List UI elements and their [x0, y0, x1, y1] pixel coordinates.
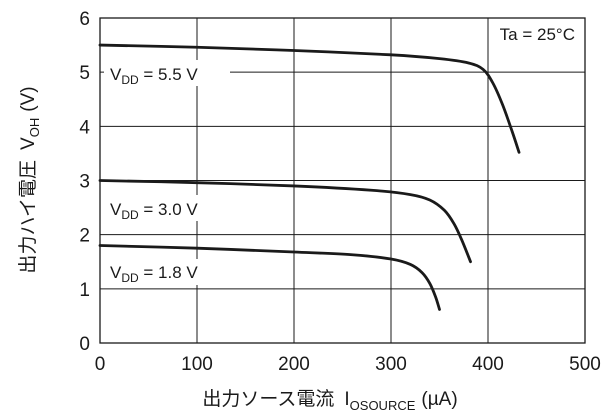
series-label-vdd-5-5-sym: V — [110, 65, 122, 84]
y-tick-label: 2 — [79, 226, 90, 247]
x-axis-title-unit: (µA) — [421, 389, 457, 410]
series-line-1 — [98, 179, 472, 264]
y-tick-label: 1 — [79, 280, 90, 301]
temperature-annotation: Ta = 25°C — [500, 25, 575, 44]
x-tick-label: 200 — [278, 354, 310, 375]
series-label-vdd-1-8: VDD = 1.8 V — [110, 263, 198, 285]
curves — [98, 43, 521, 311]
x-tick-label: 100 — [181, 354, 213, 375]
x-axis-title-sub: OSOURCE — [350, 398, 416, 413]
tick-labels: 0 100 200 300 400 500 0 1 2 3 4 5 6 — [79, 9, 600, 375]
series-label-bg-1-8 — [104, 259, 230, 285]
y-axis-title-sub: OH — [27, 118, 42, 138]
series-label-vdd-1-8-rest: = 1.8 V — [139, 263, 199, 282]
series-label-vdd-1-8-sym: V — [110, 263, 122, 282]
series-label-vdd-5-5-rest: = 5.5 V — [139, 65, 199, 84]
series-label-vdd-3-0: VDD = 3.0 V — [110, 200, 198, 222]
series-label-bg-3-0 — [104, 195, 230, 221]
series-labels: VDD = 5.5 V VDD = 3.0 V VDD = 1.8 V — [104, 60, 230, 285]
y-tick-label: 6 — [79, 9, 90, 30]
series-label-bg-5-5 — [104, 60, 230, 86]
x-axis-title-main: 出力ソース電流 — [202, 388, 334, 410]
series-label-vdd-3-0-rest: = 3.0 V — [139, 200, 199, 219]
y-axis-title-main: 出力ハイ電圧 — [17, 160, 39, 274]
series-label-vdd-3-0-sub: DD — [121, 208, 139, 222]
series-label-vdd-1-8-sub: DD — [121, 271, 139, 285]
y-tick-label: 0 — [79, 334, 90, 355]
x-tick-label: 0 — [95, 354, 106, 375]
x-tick-label: 400 — [472, 354, 504, 375]
series-label-vdd-5-5-sub: DD — [121, 73, 139, 87]
series-label-vdd-5-5: VDD = 5.5 V — [110, 65, 198, 87]
x-tick-label: 500 — [569, 354, 601, 375]
gridlines — [100, 18, 585, 343]
series-line-2 — [98, 244, 441, 311]
y-tick-label: 5 — [79, 63, 90, 84]
y-axis-title-unit: (V) — [18, 86, 39, 111]
series-label-vdd-3-0-sym: V — [110, 200, 122, 219]
x-tick-label: 300 — [375, 354, 407, 375]
y-tick-label: 3 — [79, 172, 90, 193]
y-axis-title: 出力ハイ電圧 VOH (V) — [17, 86, 42, 273]
x-axis-title: 出力ソース電流 IOSOURCE (µA) — [202, 388, 457, 413]
x-axis-title-sym: I — [344, 389, 349, 410]
y-axis-title-sym: V — [18, 137, 39, 150]
series-line-0 — [98, 43, 521, 154]
y-tick-label: 4 — [79, 117, 90, 138]
